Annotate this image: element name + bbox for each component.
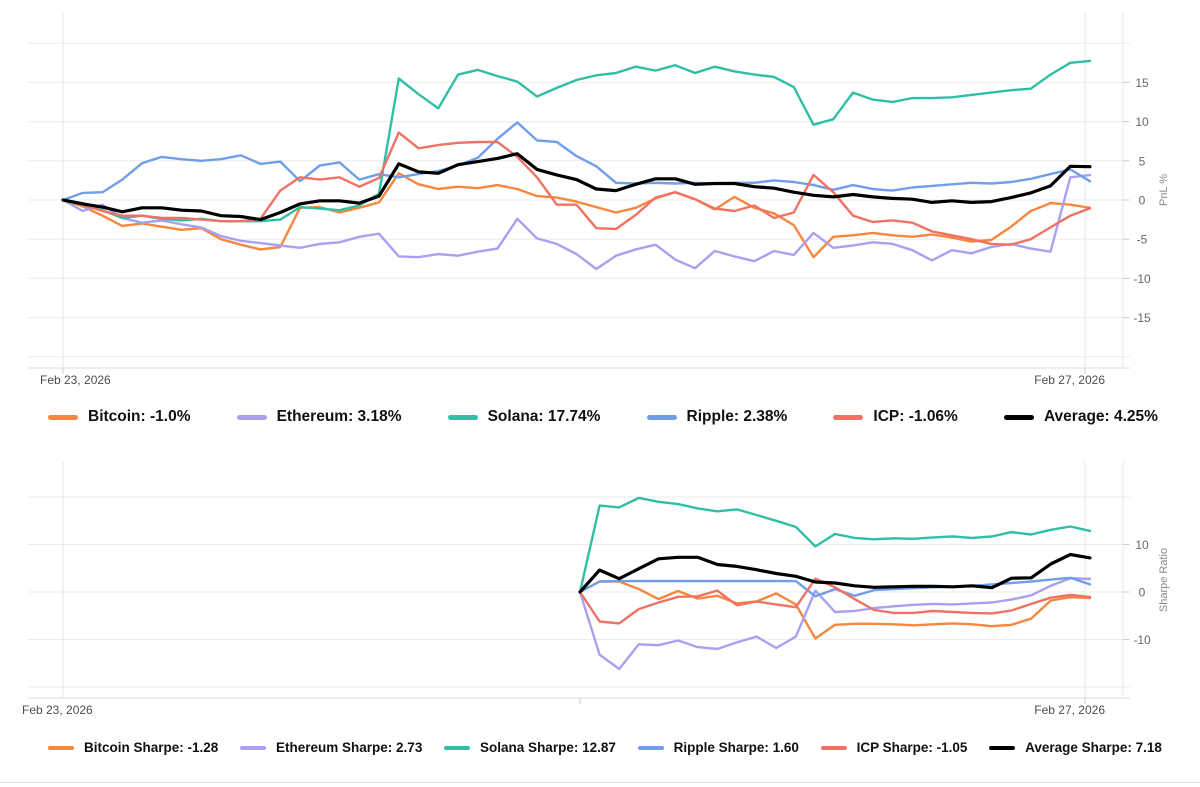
y-tick-label: 0 [1139,194,1146,208]
y-tick-label: 5 [1139,154,1146,168]
legend-item-ethereum[interactable]: Ethereum: 3.18% [236,408,402,426]
legend-label-bitcoin-sharpe: Bitcoin Sharpe: -1.28 [84,740,219,755]
bitcoin-line [61,172,1092,259]
icp-sharpe-swatch-icon [820,745,847,750]
sharpe-chart[interactable]: 10 0 -10 Sharpe Ratio [0,450,1200,725]
bitcoin-sharpe-swatch-icon [48,745,74,750]
ethereum-swatch-icon [236,414,267,420]
ethereum-line [61,173,1092,271]
y-tick-label: -10 [1133,633,1151,647]
legend-label-ripple-sharpe: Ripple Sharpe: 1.60 [673,740,799,755]
ripple-swatch-icon [646,414,677,420]
legend-label-icp: ICP: -1.06% [873,408,958,425]
y-axis-title: PnL % [1158,174,1170,206]
legend-item-solana[interactable]: Solana: 17.74% [447,408,601,426]
legend-item-icp[interactable]: ICP: -1.06% [833,408,958,426]
solana-line [61,59,1092,223]
icp-line [61,131,1092,246]
sharpe-legend: Bitcoin Sharpe: -1.28 Ethereum Sharpe: 2… [48,740,1162,755]
legend-label-solana: Solana: 17.74% [487,408,601,425]
y-tick-label: 0 [1139,586,1146,600]
legend-label-average: Average: 4.25% [1043,408,1158,425]
legend-item-ethereum-sharpe[interactable]: Ethereum Sharpe: 2.73 [240,740,422,755]
ripple-line [61,121,1092,202]
ethereum-sharpe-line [578,577,1092,671]
icp-sharpe-line [578,577,1092,625]
pnl-legend: Bitcoin: -1.0% Ethereum: 3.18% Solana: 1… [48,408,1158,426]
y-tick-label: 15 [1135,76,1149,90]
legend-label-icp-sharpe: ICP Sharpe: -1.05 [856,740,968,755]
solana-swatch-icon [447,414,478,420]
bottom-divider [0,782,1200,783]
legend-item-ripple[interactable]: Ripple: 2.38% [646,408,788,426]
average-line [61,152,1092,222]
legend-label-ethereum: Ethereum: 3.18% [276,408,402,425]
sharpe-x-axis-start-date: Feb 23, 2026 [22,703,93,717]
average-swatch-icon [1003,414,1034,420]
sharpe-x-axis-end-date: Feb 27, 2026 [1034,703,1105,717]
pnl-chart[interactable]: 15 10 5 0 -5 -10 -15 PnL % [0,0,1200,395]
legend-item-average-sharpe[interactable]: Average Sharpe: 7.18 [989,740,1162,755]
bitcoin-swatch-icon [48,414,78,420]
y-axis-title: Sharpe Ratio [1158,548,1170,612]
average-sharpe-line [578,552,1092,594]
legend-label-average-sharpe: Average Sharpe: 7.18 [1025,740,1162,755]
legend-item-average[interactable]: Average: 4.25% [1003,408,1158,426]
legend-item-bitcoin[interactable]: Bitcoin: -1.0% [48,408,190,426]
solana-sharpe-swatch-icon [444,745,471,750]
ripple-sharpe-line [578,576,1092,598]
legend-item-ripple-sharpe[interactable]: Ripple Sharpe: 1.60 [637,740,799,755]
legend-item-bitcoin-sharpe[interactable]: Bitcoin Sharpe: -1.28 [48,740,218,755]
bitcoin-sharpe-line [578,580,1092,640]
y-tick-label: -10 [1133,272,1151,286]
legend-label-bitcoin: Bitcoin: -1.0% [88,408,191,425]
legend-label-ripple: Ripple: 2.38% [686,408,788,425]
legend-item-solana-sharpe[interactable]: Solana Sharpe: 12.87 [444,740,616,755]
pnl-x-axis-start-date: Feb 23, 2026 [40,373,111,387]
y-tick-label: 10 [1135,115,1149,129]
legend-label-solana-sharpe: Solana Sharpe: 12.87 [480,740,616,755]
y-tick-label: -15 [1133,311,1151,325]
average-sharpe-swatch-icon [989,745,1016,750]
legend-label-ethereum-sharpe: Ethereum Sharpe: 2.73 [276,740,423,755]
solana-sharpe-line [578,496,1092,594]
ripple-sharpe-swatch-icon [637,745,664,750]
y-tick-label: 10 [1135,538,1149,552]
pnl-x-axis-end-date: Feb 27, 2026 [1034,373,1105,387]
legend-item-icp-sharpe[interactable]: ICP Sharpe: -1.05 [820,740,968,755]
icp-swatch-icon [833,414,864,420]
y-tick-label: -5 [1137,233,1148,247]
ethereum-sharpe-swatch-icon [240,745,267,750]
